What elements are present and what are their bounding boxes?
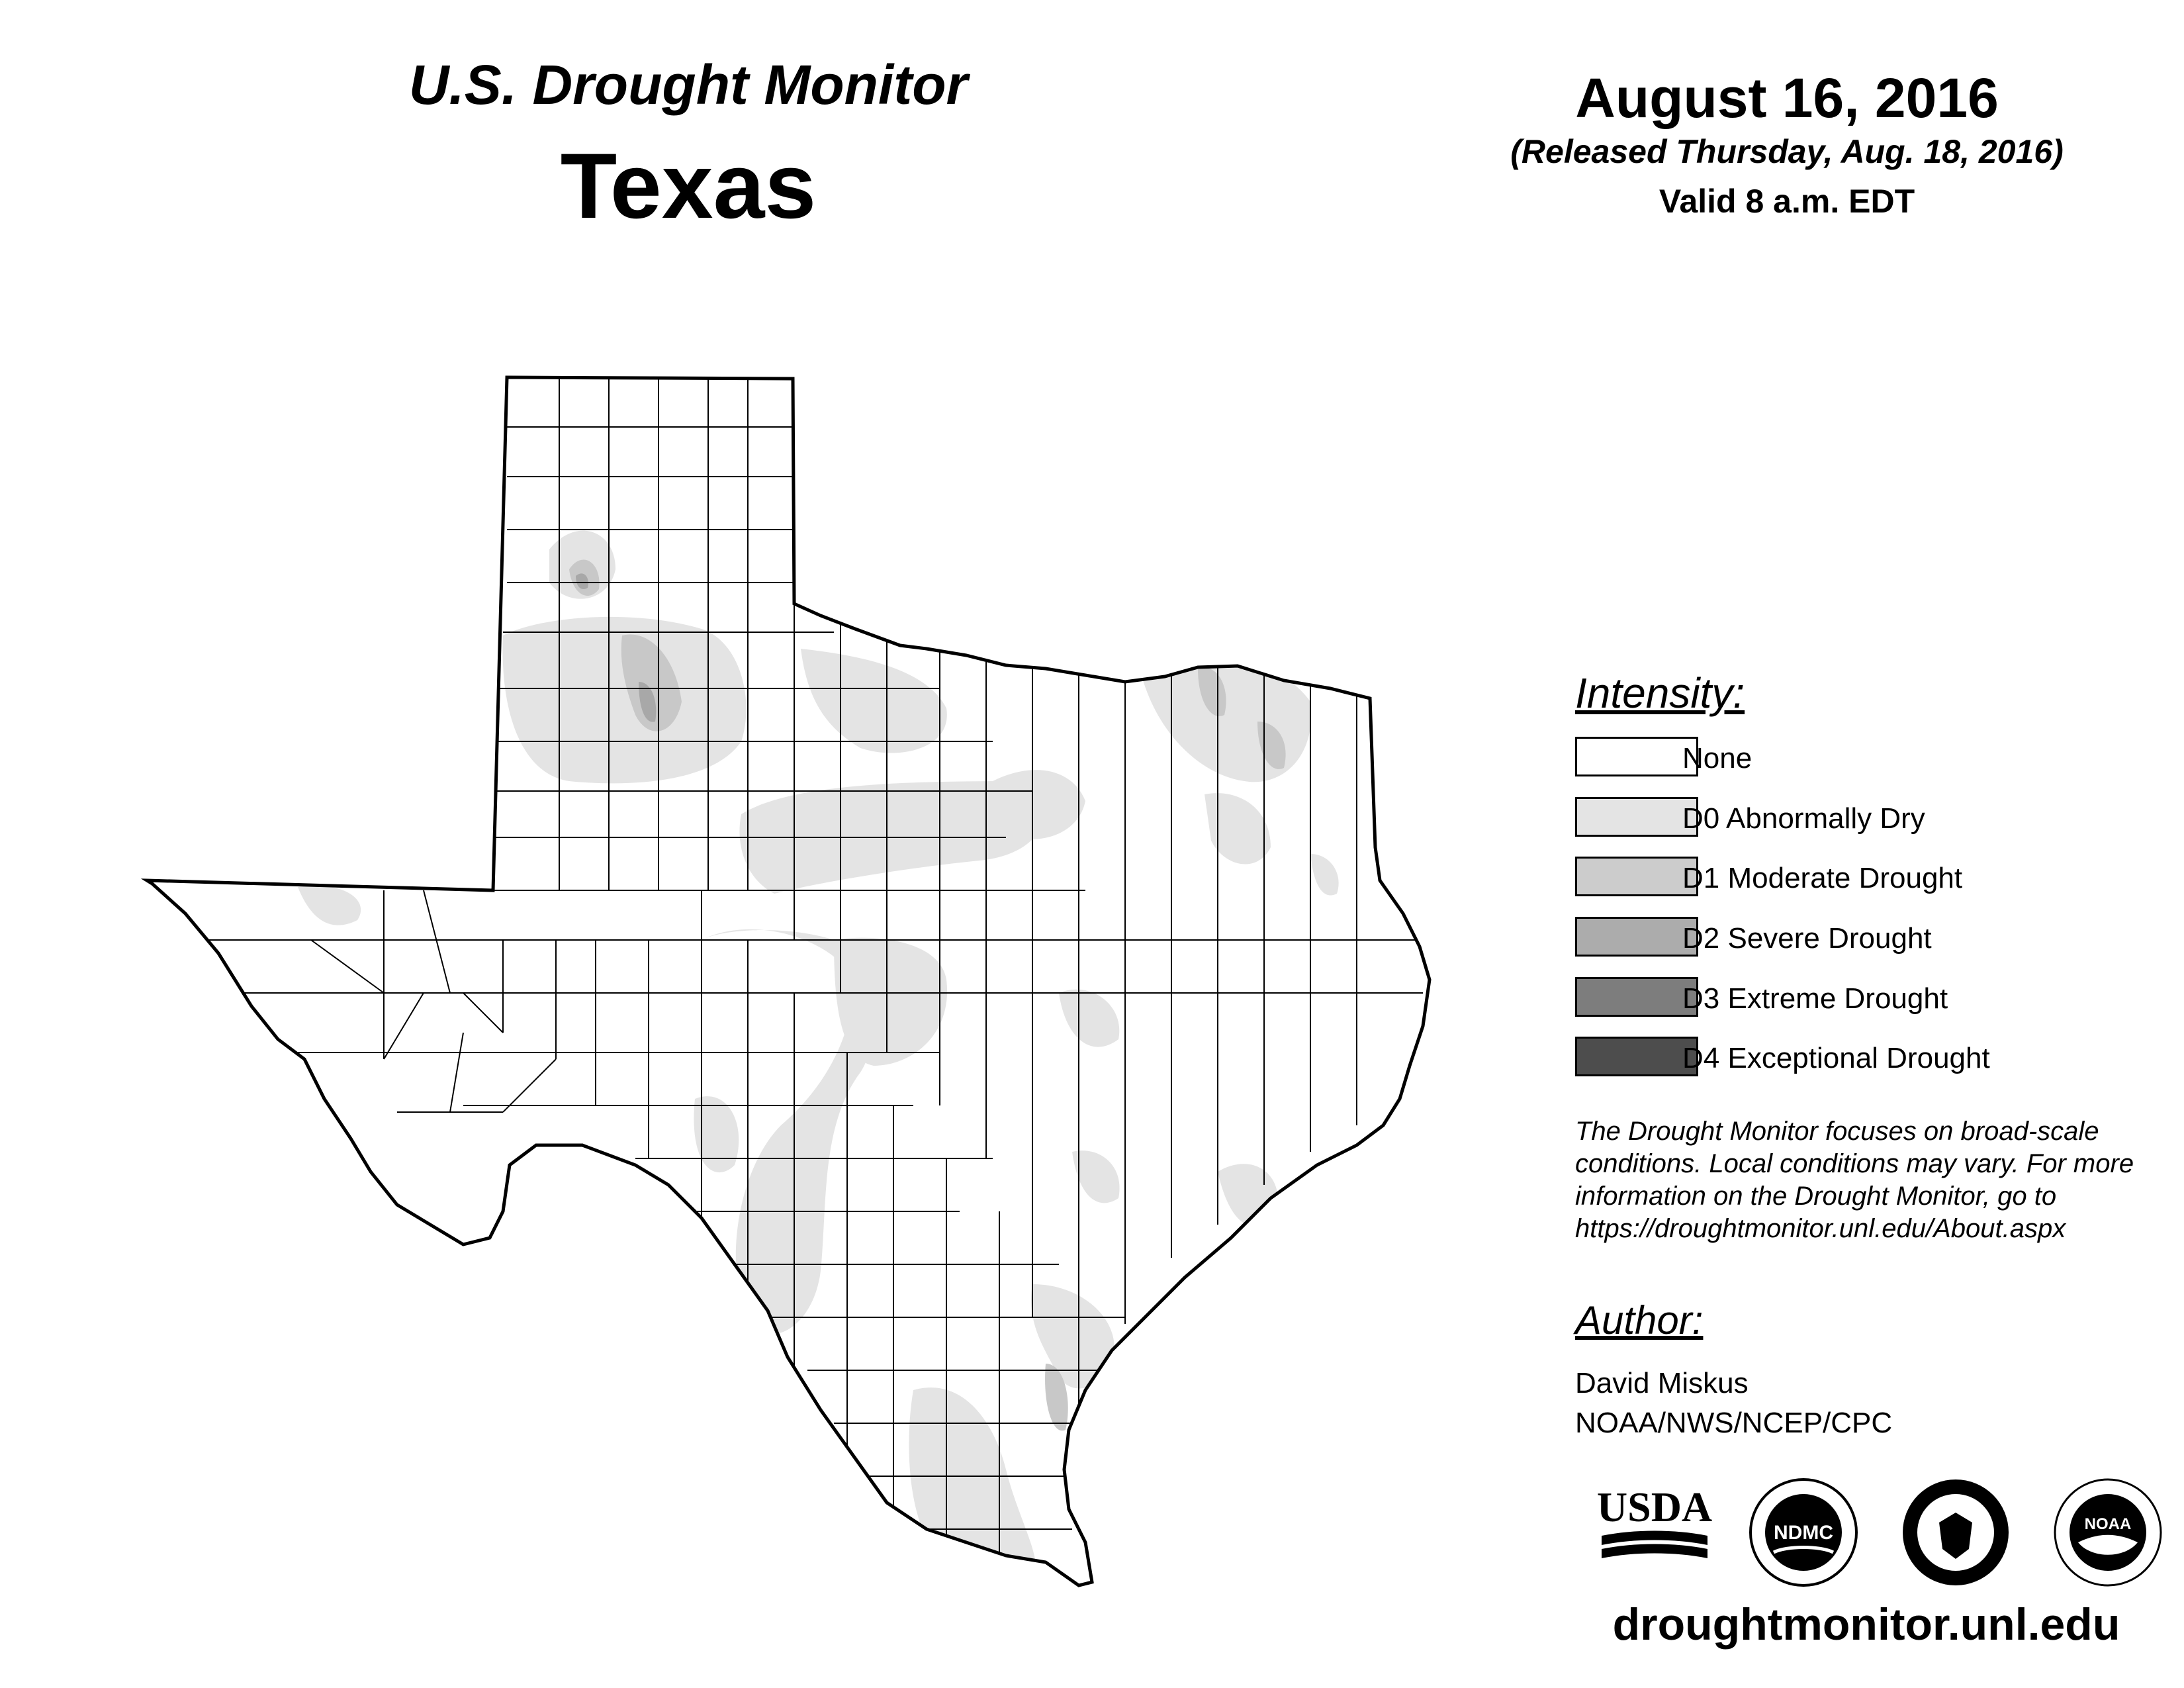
texas-state-outline <box>140 375 1432 1587</box>
note-line: conditions. Local conditions may vary. F… <box>1575 1149 2134 1178</box>
note-line: information on the Drought Monitor, go t… <box>1575 1182 2057 1211</box>
ndmc-logo: NDMC <box>1749 1478 1858 1587</box>
author-name: David Miskus <box>1575 1367 1749 1399</box>
website-url[interactable]: droughtmonitor.unl.edu <box>1612 1599 2120 1650</box>
legend-item-d0: D0 Abnormally Dry <box>1575 797 2105 839</box>
legend-item-d2: D2 Severe Drought <box>1575 917 2105 959</box>
map-title: Texas <box>560 134 817 238</box>
release-date: (Released Thursday, Aug. 18, 2016) <box>1510 133 2064 170</box>
valid-time: Valid 8 a.m. EDT <box>1659 183 1915 220</box>
legend-swatch <box>1575 977 1698 1017</box>
drought-d1-areas <box>569 559 1286 1431</box>
map-date: August 16, 2016 <box>1575 67 1999 129</box>
legend-swatch <box>1575 797 1698 837</box>
usda-logo-text: USDA <box>1597 1483 1712 1530</box>
legend-heading: Intensity: <box>1575 669 1745 717</box>
author-organization: NOAA/NWS/NCEP/CPC <box>1575 1407 1893 1439</box>
legend-item-none: None <box>1575 737 2105 779</box>
note-line: The Drought Monitor focuses on broad-sca… <box>1575 1117 2099 1146</box>
legend-swatch <box>1575 917 1698 957</box>
map-subtitle: U.S. Drought Monitor <box>408 54 968 116</box>
ndmc-logo-text: NDMC <box>1774 1522 1833 1544</box>
note-link[interactable]: https://droughtmonitor.unl.edu/About.asp… <box>1575 1214 2066 1243</box>
noaa-logo: NOAA <box>2054 1478 2162 1587</box>
usda-logo: USDA <box>1597 1483 1712 1558</box>
disclaimer-note: The Drought Monitor focuses on broad-sca… <box>1575 1115 2171 1245</box>
legend-swatch <box>1575 737 1698 776</box>
legend-label: D1 Moderate Drought <box>1682 862 1963 894</box>
legend-swatch <box>1575 1037 1698 1076</box>
texas-drought-map <box>140 375 1432 1587</box>
noaa-logo-text: NOAA <box>2085 1515 2132 1533</box>
legend-label: D4 Exceptional Drought <box>1682 1042 1990 1074</box>
department-of-commerce-seal-icon <box>1939 1513 1972 1559</box>
county-grid <box>165 379 1423 1562</box>
legend-label: D0 Abnormally Dry <box>1682 802 1925 835</box>
legend-item-d1: D1 Moderate Drought <box>1575 857 2105 899</box>
author-heading: Author: <box>1575 1298 1704 1342</box>
commerce-seal-logo <box>1903 1479 2009 1585</box>
legend-label: D2 Severe Drought <box>1682 922 1932 955</box>
drought-d2-areas <box>576 573 657 722</box>
legend-label: None <box>1682 742 1752 774</box>
legend-item-d3: D3 Extreme Drought <box>1575 977 2105 1019</box>
legend-swatch <box>1575 857 1698 896</box>
legend-item-d4: D4 Exceptional Drought <box>1575 1037 2105 1079</box>
legend-label: D3 Extreme Drought <box>1682 982 1948 1015</box>
